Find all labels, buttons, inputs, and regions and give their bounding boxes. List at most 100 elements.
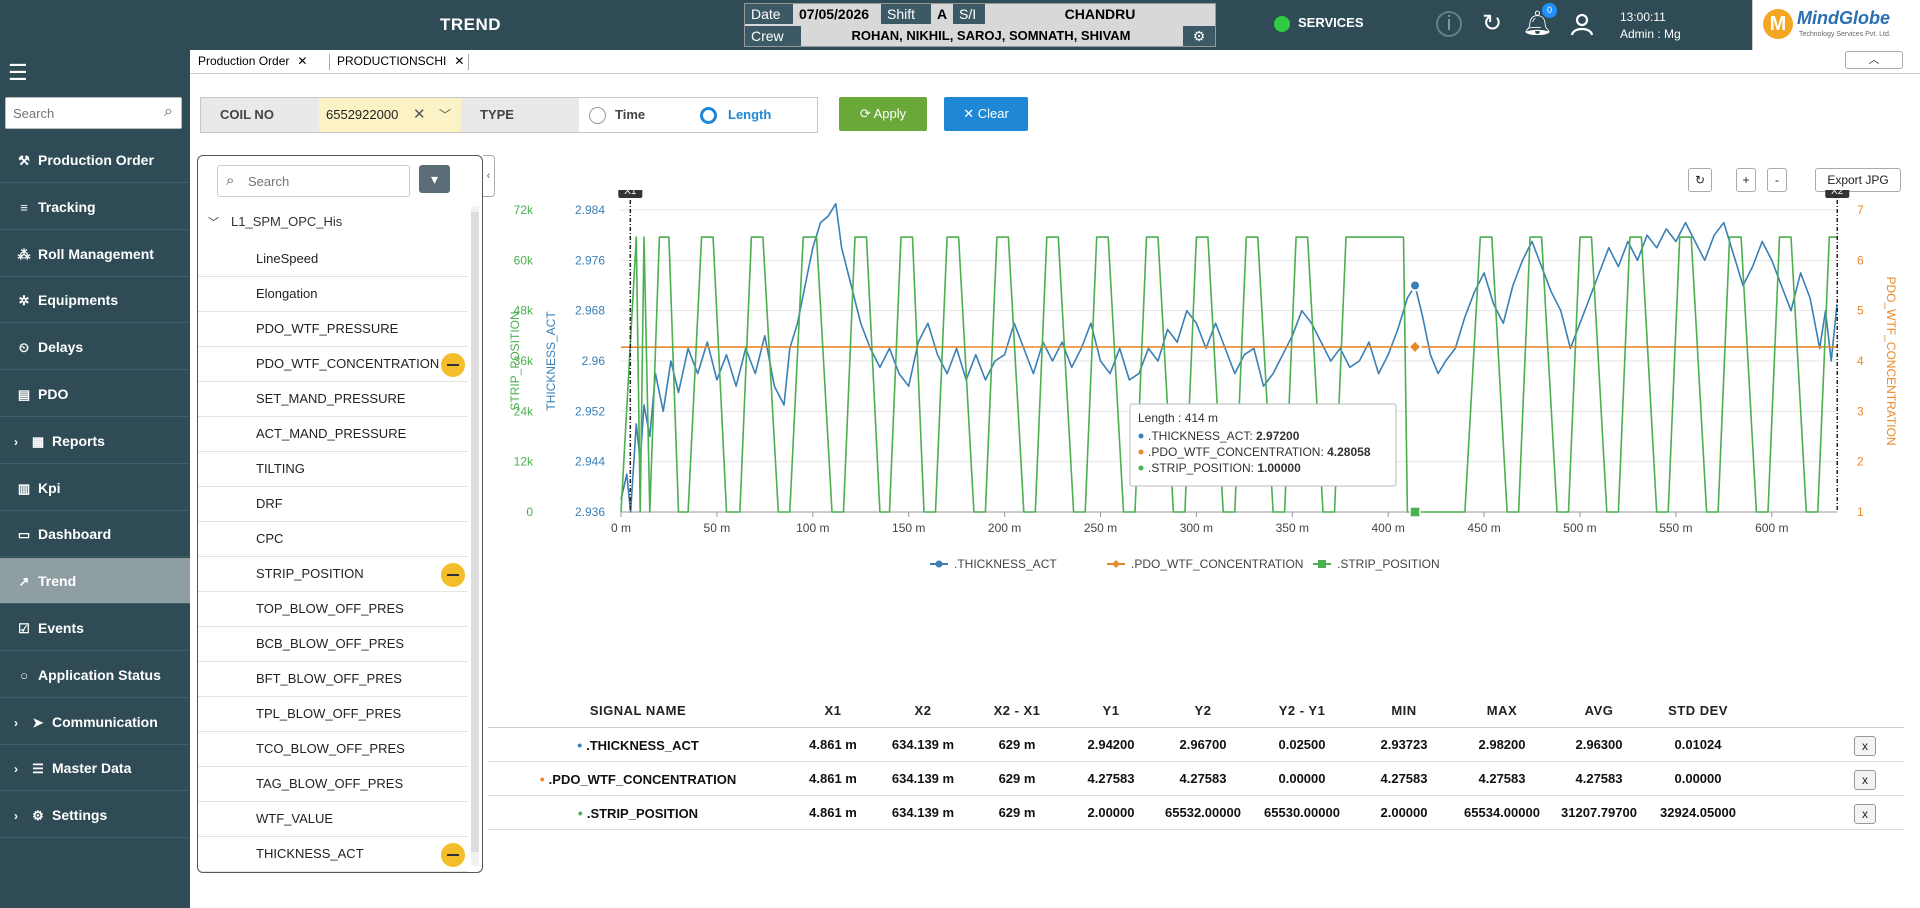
chevron-down-icon[interactable]: ﹀ <box>208 217 219 229</box>
remove-signal-icon[interactable] <box>441 843 465 867</box>
sidebar-item-label: Delays <box>38 339 84 356</box>
crew-settings-icon[interactable]: ⚙ <box>1183 26 1215 46</box>
tab-production-schedule[interactable]: PRODUCTIONSCHI ✕ <box>337 54 464 68</box>
collapse-filter-button[interactable]: ︿ <box>1845 51 1903 69</box>
sidebar-search[interactable]: ⌕ <box>5 97 182 129</box>
sidebar-item-events[interactable]: ☑ Events <box>0 605 190 651</box>
statistics-cell: 2.96300 <box>1575 737 1623 752</box>
reset-zoom-button[interactable]: ↻ <box>1688 168 1712 192</box>
crew-label: Crew <box>745 26 801 46</box>
services-status[interactable]: SERVICES <box>1274 15 1364 32</box>
y-tick-label: 2.936 <box>575 505 605 519</box>
sidebar-item-communication[interactable]: › ➤ Communication <box>0 699 190 745</box>
equipments-icon: ✲ <box>18 293 30 309</box>
coil-no-value: 6552922000 <box>326 107 399 122</box>
remove-row-button[interactable]: x <box>1854 770 1876 790</box>
coil-no-label: COIL NO <box>201 98 319 132</box>
sidebar-search-input[interactable] <box>6 98 146 128</box>
signal-item-bft-blow-off-pres[interactable]: BFT_BLOW_OFF_PRES <box>198 662 468 697</box>
signal-item-top-blow-off-pres[interactable]: TOP_BLOW_OFF_PRES <box>198 592 468 627</box>
signal-item-thickness-act[interactable]: THICKNESS_ACT <box>198 837 468 872</box>
zoom-in-button[interactable]: + <box>1736 168 1756 192</box>
statistics-cell: 0.02500 <box>1278 737 1326 752</box>
time-radio[interactable] <box>589 107 606 124</box>
chevron-down-icon[interactable]: ﹀ <box>439 108 452 122</box>
zoom-out-button[interactable]: - <box>1767 168 1787 192</box>
trend-chart[interactable]: 0 m 50 m 100 m 150 m 200 m 250 m 300 m 350 m 400… <box>480 190 1900 680</box>
sidebar-item-trend[interactable]: ↗ Trend <box>0 558 190 605</box>
sidebar-item-reports[interactable]: › ▦ Reports <box>0 418 190 464</box>
column-header: AVG <box>1584 703 1614 718</box>
signal-item-wtf-value[interactable]: WTF_VALUE <box>198 802 468 837</box>
tab-production-order[interactable]: Production Order ✕ <box>198 54 307 68</box>
tree-root-node[interactable]: ﹀ L1_SPM_OPC_His <box>208 214 342 230</box>
refresh-icon[interactable]: ↻ <box>1481 10 1503 37</box>
length-radio-label[interactable]: Length <box>728 107 772 122</box>
signal-item-linespeed[interactable]: LineSpeed <box>198 242 468 277</box>
scrollbar-thumb[interactable] <box>471 212 479 852</box>
signal-item-drf[interactable]: DRF <box>198 487 468 522</box>
signal-item-cpc[interactable]: CPC <box>198 522 468 557</box>
signal-item-pdo-wtf-concentration[interactable]: PDO_WTF_CONCENTRATION <box>198 347 468 382</box>
signal-item-act-mand-pressure[interactable]: ACT_MAND_PRESSURE <box>198 417 468 452</box>
sidebar-item-application-status[interactable]: ○ Application Status <box>0 652 190 698</box>
sidebar-item-equipments[interactable]: ✲ Equipments <box>0 277 190 324</box>
sidebar-item-settings[interactable]: › ⚙ Settings <box>0 792 190 839</box>
sidebar-item-pdo[interactable]: ▤ PDO <box>0 371 190 417</box>
remove-row-button[interactable]: x <box>1854 736 1876 756</box>
signal-item-tpl-blow-off-pres[interactable]: TPL_BLOW_OFF_PRES <box>198 697 468 732</box>
notification-count-badge: 0 <box>1542 3 1557 18</box>
signal-list-scrollbar[interactable] <box>471 206 479 866</box>
signal-item-pdo-wtf-pressure[interactable]: PDO_WTF_PRESSURE <box>198 312 468 347</box>
sidebar-item-label: Events <box>38 620 84 636</box>
sidebar-item-tracking[interactable]: ≡ Tracking <box>0 184 190 230</box>
length-radio[interactable] <box>700 107 717 124</box>
statistics-cell: 2.00000 <box>1087 805 1135 820</box>
signal-search-input[interactable] <box>244 166 404 196</box>
signal-item-tco-blow-off-pres[interactable]: TCO_BLOW_OFF_PRES <box>198 732 468 767</box>
statistics-cell: 4.861 m <box>809 771 857 786</box>
search-icon[interactable]: ⌕ <box>164 103 173 120</box>
apply-button-label: Apply <box>873 106 907 121</box>
sidebar-item-roll-management[interactable]: ⁂ Roll Management <box>0 231 190 277</box>
apply-button[interactable]: ⟳ Apply <box>839 97 927 131</box>
collapse-panel-handle[interactable]: ‹ <box>483 155 495 197</box>
sidebar-item-kpi[interactable]: ▥ Kpi <box>0 465 190 511</box>
delays-icon: ⏲ <box>18 340 30 356</box>
statistics-cell: 2.96700 <box>1179 737 1227 752</box>
y-tick-label: 2.968 <box>575 304 605 318</box>
signal-item-tilting[interactable]: TILTING <box>198 452 468 487</box>
signal-dropdown-button[interactable]: ▾ <box>419 165 450 193</box>
tooltip-series-dot <box>1138 465 1144 471</box>
clear-selection-icon[interactable]: ✕ <box>413 106 426 123</box>
sidebar-item-production-order[interactable]: ⚒ Production Order <box>0 137 190 183</box>
signal-item-label: TCO_BLOW_OFF_PRES <box>256 741 405 756</box>
info-icon[interactable]: i <box>1436 11 1462 37</box>
sidebar-item-dashboard[interactable]: ▭ Dashboard <box>0 511 190 558</box>
coil-no-select[interactable]: 6552922000 ✕ ﹀ <box>319 98 461 132</box>
sidebar-item-master-data[interactable]: › ☰ Master Data <box>0 745 190 792</box>
tooltip-title: Length : 414 m <box>1138 411 1218 425</box>
signal-item-set-mand-pressure[interactable]: SET_MAND_PRESSURE <box>198 382 468 417</box>
search-icon: ⌕ <box>226 172 235 189</box>
clear-button[interactable]: ✕ Clear <box>944 97 1028 131</box>
export-jpg-button[interactable]: Export JPG <box>1815 168 1901 192</box>
remove-row-button[interactable]: x <box>1854 804 1876 824</box>
signal-search[interactable]: ⌕ <box>217 165 410 197</box>
hamburger-menu-icon[interactable]: ☰ <box>8 60 28 85</box>
signal-item-tag-blow-off-pres[interactable]: TAG_BLOW_OFF_PRES <box>198 767 468 802</box>
signal-name: .THICKNESS_ACT <box>586 738 699 753</box>
user-icon[interactable] <box>1568 10 1596 38</box>
signal-item-strip-position[interactable]: STRIP_POSITION <box>198 557 468 592</box>
close-icon[interactable]: ✕ <box>297 54 308 68</box>
y-tick-label: 7 <box>1857 203 1864 217</box>
remove-signal-icon[interactable] <box>441 563 465 587</box>
close-icon[interactable]: ✕ <box>454 54 465 68</box>
signal-item-bcb-blow-off-pres[interactable]: BCB_BLOW_OFF_PRES <box>198 627 468 662</box>
trend-chart-svg[interactable]: 0 m 50 m 100 m 150 m 200 m 250 m 300 m 350 m 400… <box>480 190 1900 680</box>
time-radio-label[interactable]: Time <box>615 107 646 122</box>
sidebar-item-delays[interactable]: ⏲ Delays <box>0 324 190 371</box>
y-axis-title: STRIP_POSITION <box>508 311 522 410</box>
signal-item-elongation[interactable]: Elongation <box>198 277 468 312</box>
remove-signal-icon[interactable] <box>441 353 465 377</box>
